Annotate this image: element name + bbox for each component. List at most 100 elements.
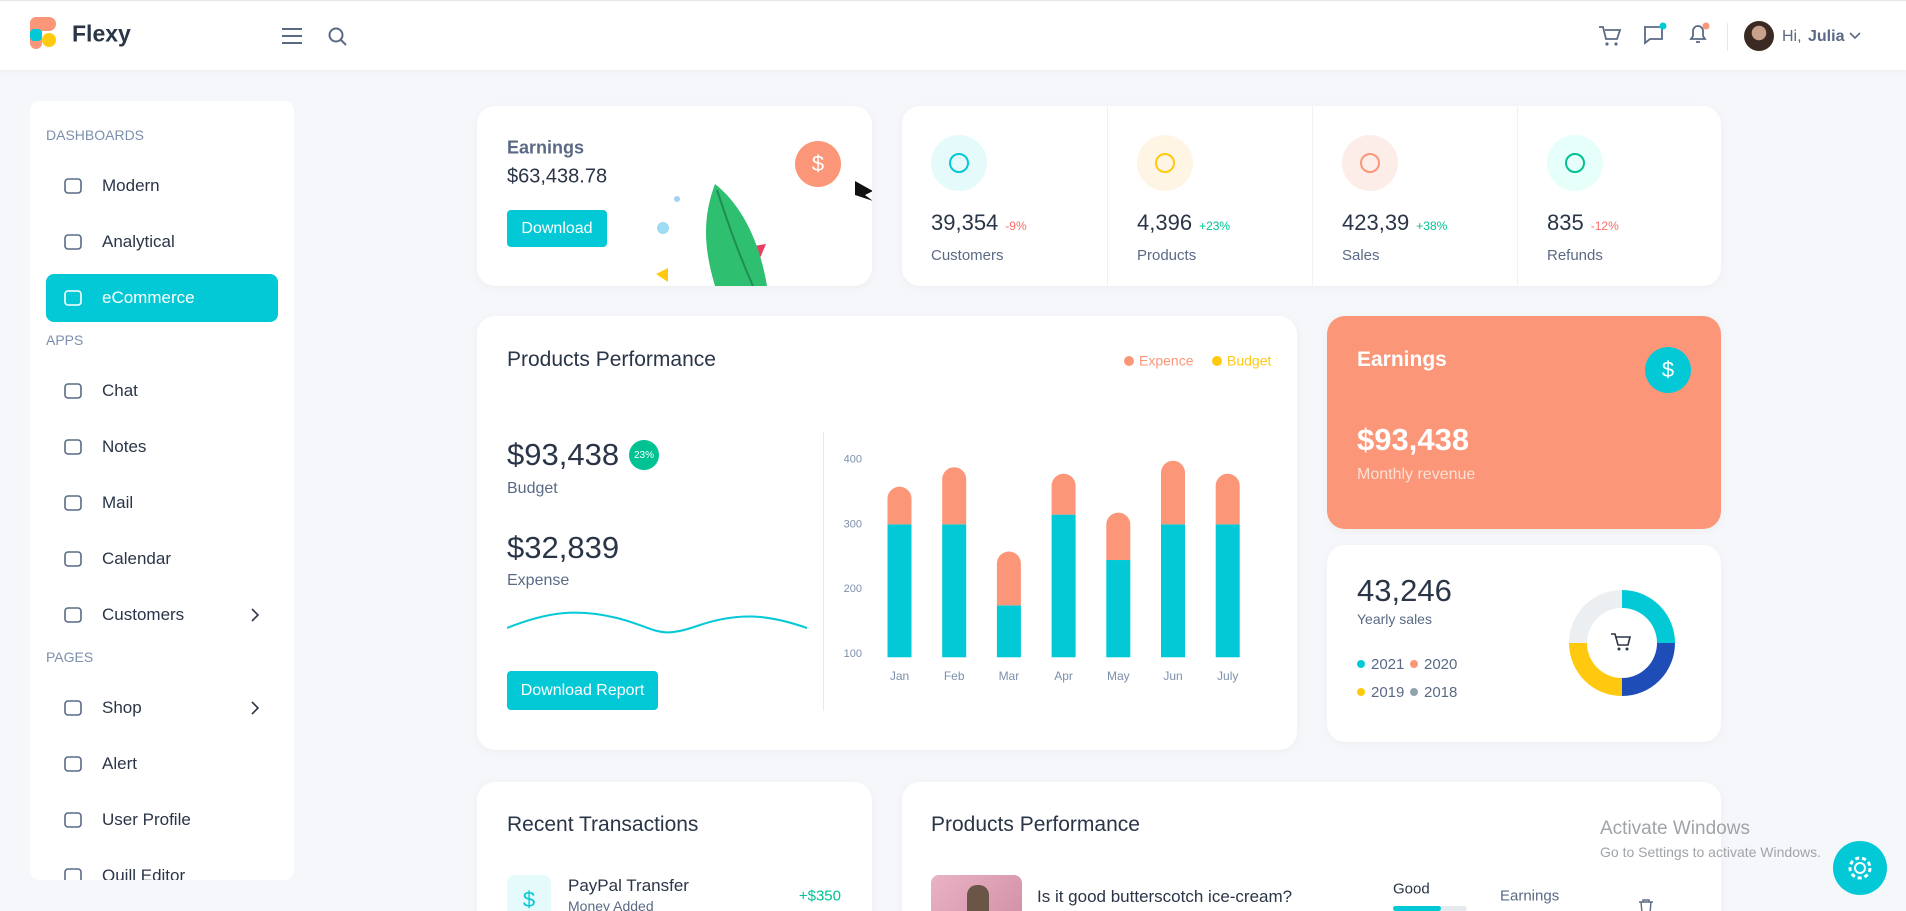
transaction-sub: Money Added	[568, 898, 654, 911]
stat-value: 39,354	[931, 210, 999, 235]
menu-label: Alert	[102, 754, 137, 773]
menu-icon	[64, 607, 82, 623]
menu-item[interactable]: Customers	[46, 591, 278, 639]
stat-icon	[1137, 135, 1193, 191]
stat-row: 423,39 +38%	[1342, 210, 1447, 236]
submenu-chevron	[251, 608, 260, 622]
menu-label: Calendar	[102, 549, 171, 568]
search-button[interactable]	[328, 27, 348, 47]
product-image	[931, 875, 1022, 911]
stat-row: 835 -12%	[1547, 210, 1619, 236]
menu-item[interactable]: Shop	[46, 684, 278, 732]
stat: 835 -12% Refunds	[1517, 106, 1722, 286]
user-menu-caret[interactable]	[1849, 32, 1861, 40]
watermark-title: Activate Windows	[1600, 818, 1750, 839]
stat-change: -12%	[1590, 219, 1619, 233]
stat-value: 4,396	[1137, 210, 1193, 235]
expense-amount: $32,839	[507, 530, 620, 565]
stat-label: Refunds	[1547, 247, 1603, 264]
stat-change: +23%	[1199, 219, 1231, 233]
stat: 39,354 -9% Customers	[902, 106, 1107, 286]
stat-label: Sales	[1342, 247, 1380, 264]
budget-label: Budget	[507, 480, 558, 497]
notifications-button[interactable]	[1686, 21, 1712, 47]
card-title: Products Performance	[931, 813, 1140, 836]
monthly-earnings-card: Earnings $ $93,438 Monthly revenue	[1327, 316, 1721, 529]
sparkline	[507, 611, 807, 634]
menu-item[interactable]: eCommerce	[46, 274, 278, 322]
menu-label: User Profile	[102, 810, 191, 829]
menu-item[interactable]: Mail	[46, 479, 278, 527]
menu-item[interactable]: Analytical	[46, 218, 278, 266]
menu-icon	[64, 383, 82, 399]
settings-button[interactable]	[1832, 840, 1888, 896]
menu-item[interactable]: Modern	[46, 162, 278, 210]
menu-icon	[64, 551, 82, 567]
menu-icon	[64, 290, 82, 306]
download-report-button[interactable]: Download Report	[507, 671, 658, 710]
menu-icon	[64, 812, 82, 828]
top-bar: Flexy Hi, Julia	[0, 0, 1906, 70]
stat-icon	[1547, 135, 1603, 191]
stat-row: 4,396 +23%	[1137, 210, 1230, 236]
stat: 423,39 +38% Sales	[1312, 106, 1517, 286]
progress-track	[1393, 906, 1467, 911]
logo	[30, 17, 56, 49]
card-title: Earnings	[507, 137, 585, 158]
brand: Flexy	[72, 20, 131, 47]
divider	[1727, 23, 1728, 51]
transaction-amount: +$350	[798, 887, 841, 905]
product-name: Is it good butterscotch ice-cream?	[1037, 887, 1293, 906]
yearly-sales-card: 43,246 Yearly sales	[1327, 545, 1721, 742]
menu-label: Chat	[102, 381, 138, 400]
watermark-text: Go to Settings to activate Windows.	[1600, 844, 1821, 860]
svg-text:$: $	[812, 151, 824, 176]
menu-label: Notes	[102, 437, 147, 456]
menu-icon	[64, 439, 82, 455]
tab[interactable]: Good	[1393, 880, 1430, 898]
download-button[interactable]: Download	[507, 210, 607, 247]
cart-button[interactable]	[1598, 25, 1622, 47]
label: Yearly sales	[1357, 611, 1432, 627]
submenu-chevron	[251, 701, 260, 715]
svg-text:$: $	[1662, 357, 1674, 382]
amount: $63,438.78	[507, 165, 608, 188]
menu-icon	[64, 868, 82, 880]
transactions-card: Recent Transactions $ PayPal Transfer Mo…	[477, 782, 872, 911]
messages-button[interactable]	[1642, 21, 1668, 47]
stat-icon	[931, 135, 987, 191]
column-label: Earnings	[1500, 887, 1560, 905]
stat-row: 39,354 -9%	[931, 210, 1027, 236]
menu-button[interactable]	[281, 27, 303, 45]
menu-item[interactable]: User Profile	[46, 796, 278, 844]
menu-item[interactable]: Calendar	[46, 535, 278, 583]
menu-icon	[64, 178, 82, 194]
card-title: Earnings	[1357, 348, 1447, 371]
section-title: PAGES	[46, 649, 94, 665]
menu-item[interactable]: Notes	[46, 423, 278, 471]
expense-label: Expense	[507, 572, 570, 589]
stat-change: -9%	[1005, 219, 1027, 233]
menu-item[interactable]: Alert	[46, 740, 278, 788]
card-title: Products Performance	[507, 348, 716, 371]
section-title: DASHBOARDS	[46, 127, 145, 143]
divider	[823, 432, 824, 711]
subtitle: Monthly revenue	[1357, 466, 1476, 483]
sidebar: DASHBOARDS Modern Analytical eCommerce APPS C…	[30, 101, 294, 880]
dollar-icon: $	[1645, 347, 1691, 393]
menu-label: Shop	[102, 698, 142, 717]
earnings-card: Earnings $63,438.78 Download $	[477, 106, 872, 286]
stat: 4,396 +23% Products	[1107, 106, 1312, 286]
transaction-icon: $	[507, 875, 551, 911]
menu-item[interactable]: Quill Editor	[46, 852, 278, 880]
transaction-name: PayPal Transfer	[568, 876, 689, 895]
stat-value: 423,39	[1342, 210, 1410, 235]
user-name[interactable]: Julia	[1808, 28, 1845, 45]
delete-button[interactable]	[1638, 899, 1654, 911]
menu-item[interactable]: Chat	[46, 367, 278, 415]
stats-card: 39,354 -9% Customers 4,396 +23% Products 423,3…	[902, 106, 1721, 286]
performance-card: Products Performance $93,438 23% Budget …	[477, 316, 1297, 750]
avatar[interactable]	[1744, 21, 1774, 51]
menu-icon	[64, 700, 82, 716]
